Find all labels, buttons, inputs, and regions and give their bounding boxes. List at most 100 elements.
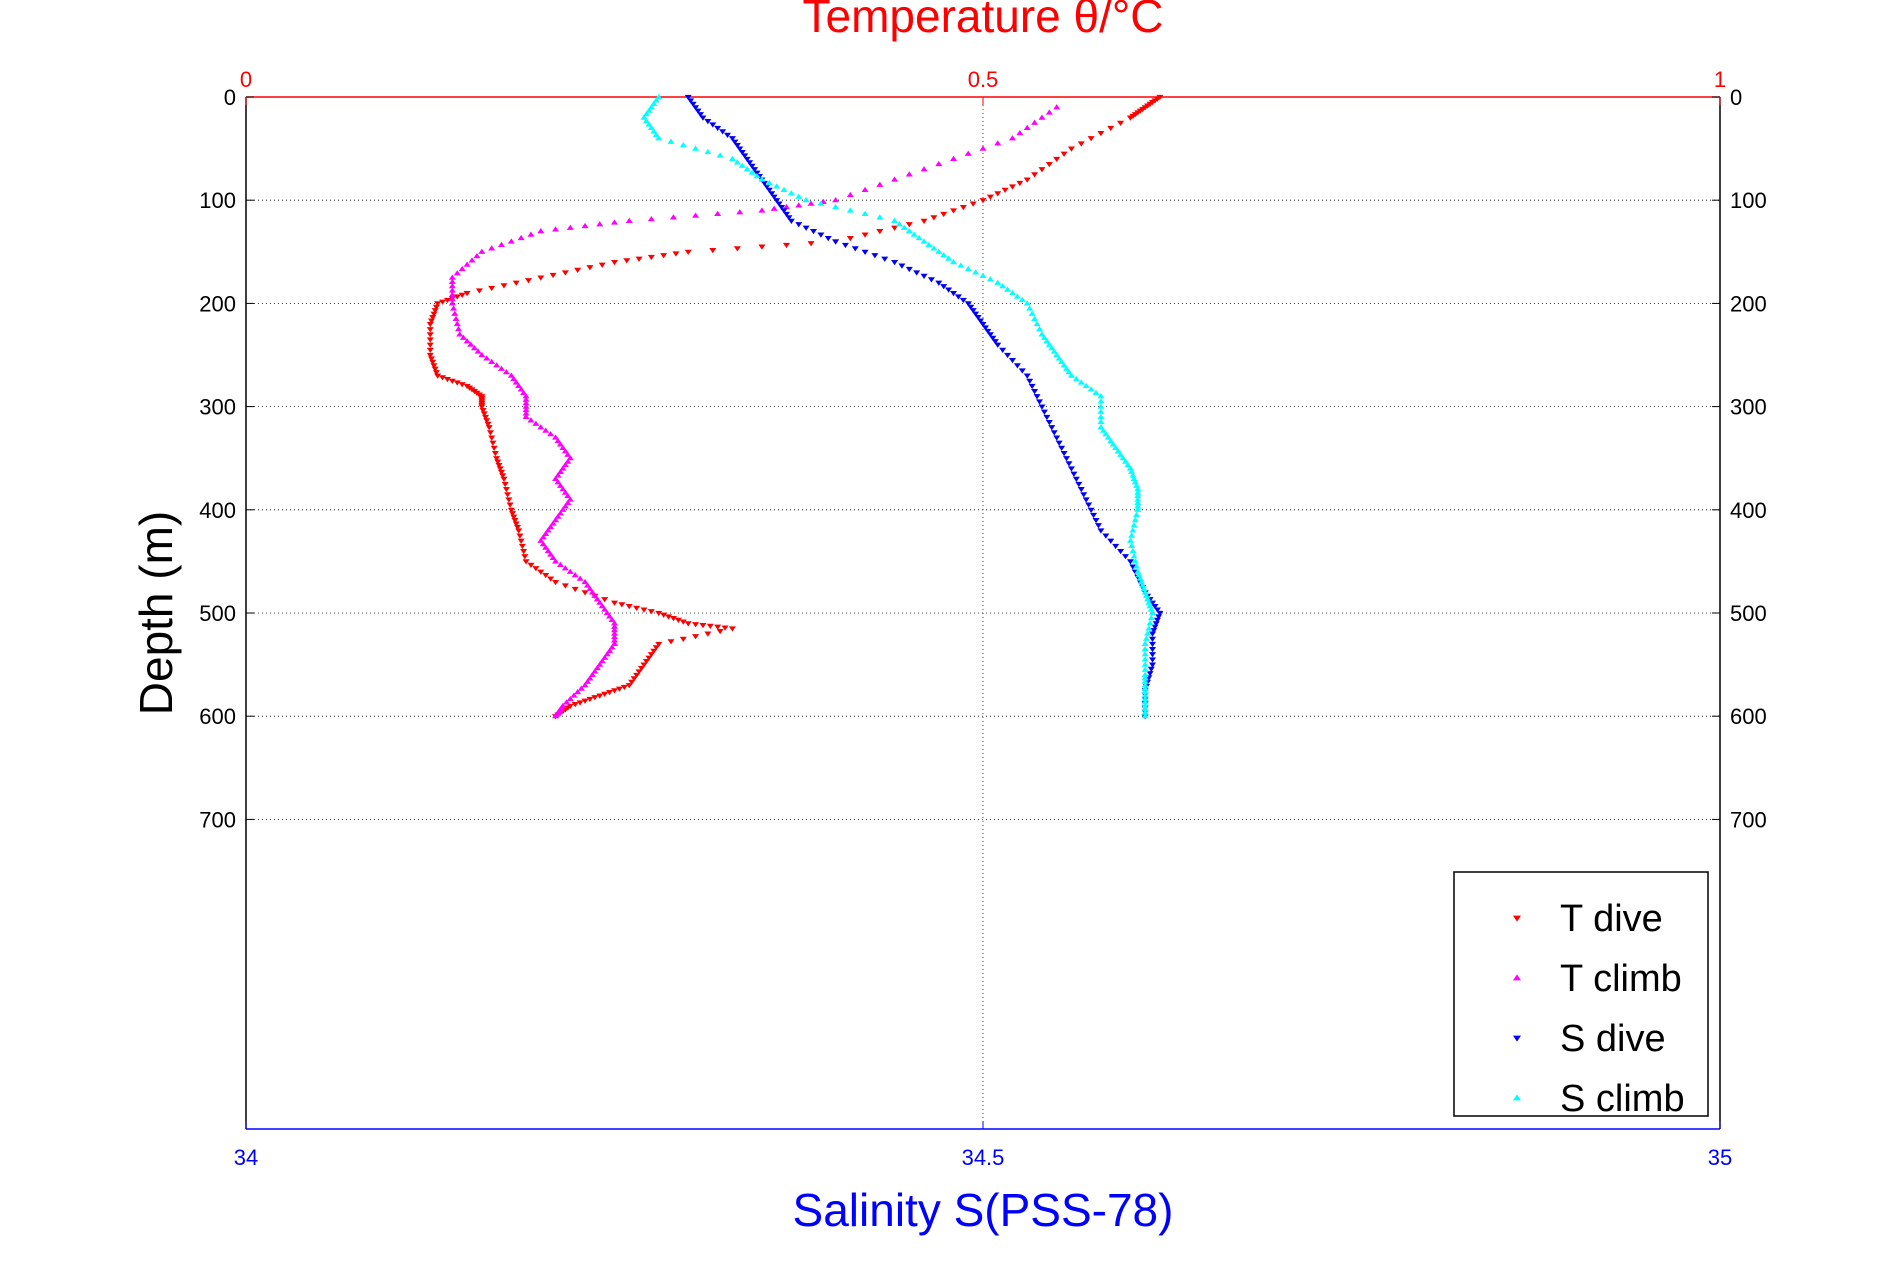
data-point	[950, 258, 958, 265]
data-point	[478, 404, 486, 410]
data-point	[679, 619, 687, 625]
data-point	[1038, 331, 1046, 337]
data-point	[1141, 702, 1149, 708]
data-point	[846, 207, 854, 213]
data-point	[537, 424, 545, 430]
data-point	[426, 327, 434, 333]
data-point	[1141, 666, 1149, 672]
data-point	[611, 637, 618, 643]
data-point	[491, 450, 499, 457]
data-point	[463, 261, 471, 267]
data-point	[1141, 713, 1149, 719]
data-point	[502, 369, 510, 375]
data-point	[1134, 503, 1142, 509]
data-point	[1031, 389, 1039, 395]
data-point	[748, 163, 756, 169]
data-point	[443, 297, 451, 304]
data-point	[453, 320, 461, 327]
data-point	[537, 569, 545, 575]
data-point	[1128, 532, 1136, 538]
data-point	[483, 418, 491, 424]
data-point	[1149, 657, 1157, 663]
data-point	[1092, 518, 1100, 524]
data-point	[500, 283, 508, 289]
data-point	[1102, 430, 1110, 437]
data-point	[596, 661, 604, 667]
data-point	[1080, 492, 1088, 498]
depth-tick-left: 200	[199, 291, 236, 316]
data-point	[566, 568, 574, 574]
data-point	[509, 511, 517, 517]
data-point	[507, 507, 515, 513]
depth-tick-right: 600	[1730, 704, 1767, 729]
data-point	[593, 664, 601, 671]
legend-label: S climb	[1560, 1078, 1685, 1120]
data-point	[576, 700, 584, 706]
data-point	[581, 222, 589, 229]
data-point	[1043, 414, 1051, 421]
legend-box	[1453, 871, 1709, 1117]
data-point	[881, 256, 889, 262]
data-point	[522, 403, 530, 409]
data-point	[647, 652, 655, 658]
data-point	[1048, 344, 1056, 351]
data-point	[439, 299, 447, 305]
data-point	[426, 347, 434, 353]
data-point	[967, 304, 975, 310]
data-point	[692, 105, 700, 111]
data-point	[655, 135, 663, 141]
data-point	[432, 304, 440, 310]
data-point	[733, 246, 741, 252]
data-point	[920, 238, 928, 244]
data-point	[674, 617, 682, 624]
data-point	[552, 516, 560, 523]
data-point	[1156, 610, 1164, 617]
data-point	[1128, 542, 1136, 549]
data-point	[979, 198, 987, 204]
data-point	[1031, 172, 1039, 178]
data-point	[431, 308, 439, 314]
data-point	[456, 331, 464, 337]
data-point	[1060, 362, 1068, 368]
data-point	[611, 688, 618, 694]
data-point	[586, 696, 594, 703]
data-point	[468, 257, 476, 263]
data-point	[1097, 131, 1105, 137]
data-point	[1141, 589, 1149, 595]
data-point	[496, 466, 504, 472]
data-point	[1053, 351, 1061, 358]
data-point	[994, 279, 1002, 285]
data-point	[650, 100, 658, 106]
data-point	[1133, 563, 1141, 569]
data-point	[488, 358, 496, 364]
y-axis-title: Depth (m)	[130, 511, 182, 715]
data-point	[1045, 341, 1053, 347]
data-point	[994, 342, 1002, 348]
data-point	[458, 265, 466, 272]
data-point	[586, 265, 594, 271]
data-point	[1134, 486, 1142, 492]
data-point	[935, 248, 943, 254]
data-point	[1126, 559, 1134, 565]
data-point	[522, 410, 530, 416]
data-point	[1144, 630, 1152, 636]
data-point	[773, 198, 781, 204]
data-point	[576, 575, 584, 581]
data-point	[611, 640, 618, 647]
data-point	[1087, 136, 1095, 142]
data-point	[520, 389, 528, 395]
data-point	[684, 621, 692, 627]
data-point	[1112, 444, 1120, 450]
data-point	[1023, 373, 1031, 379]
data-point	[1146, 620, 1154, 626]
data-point	[935, 280, 943, 286]
data-point	[1149, 641, 1157, 648]
data-point	[714, 210, 722, 217]
data-point	[1133, 482, 1141, 488]
data-point	[517, 386, 525, 392]
data-point	[591, 695, 599, 701]
data-point	[429, 315, 437, 321]
data-point	[552, 434, 560, 440]
data-point	[1060, 450, 1068, 457]
data-point	[1053, 156, 1061, 163]
